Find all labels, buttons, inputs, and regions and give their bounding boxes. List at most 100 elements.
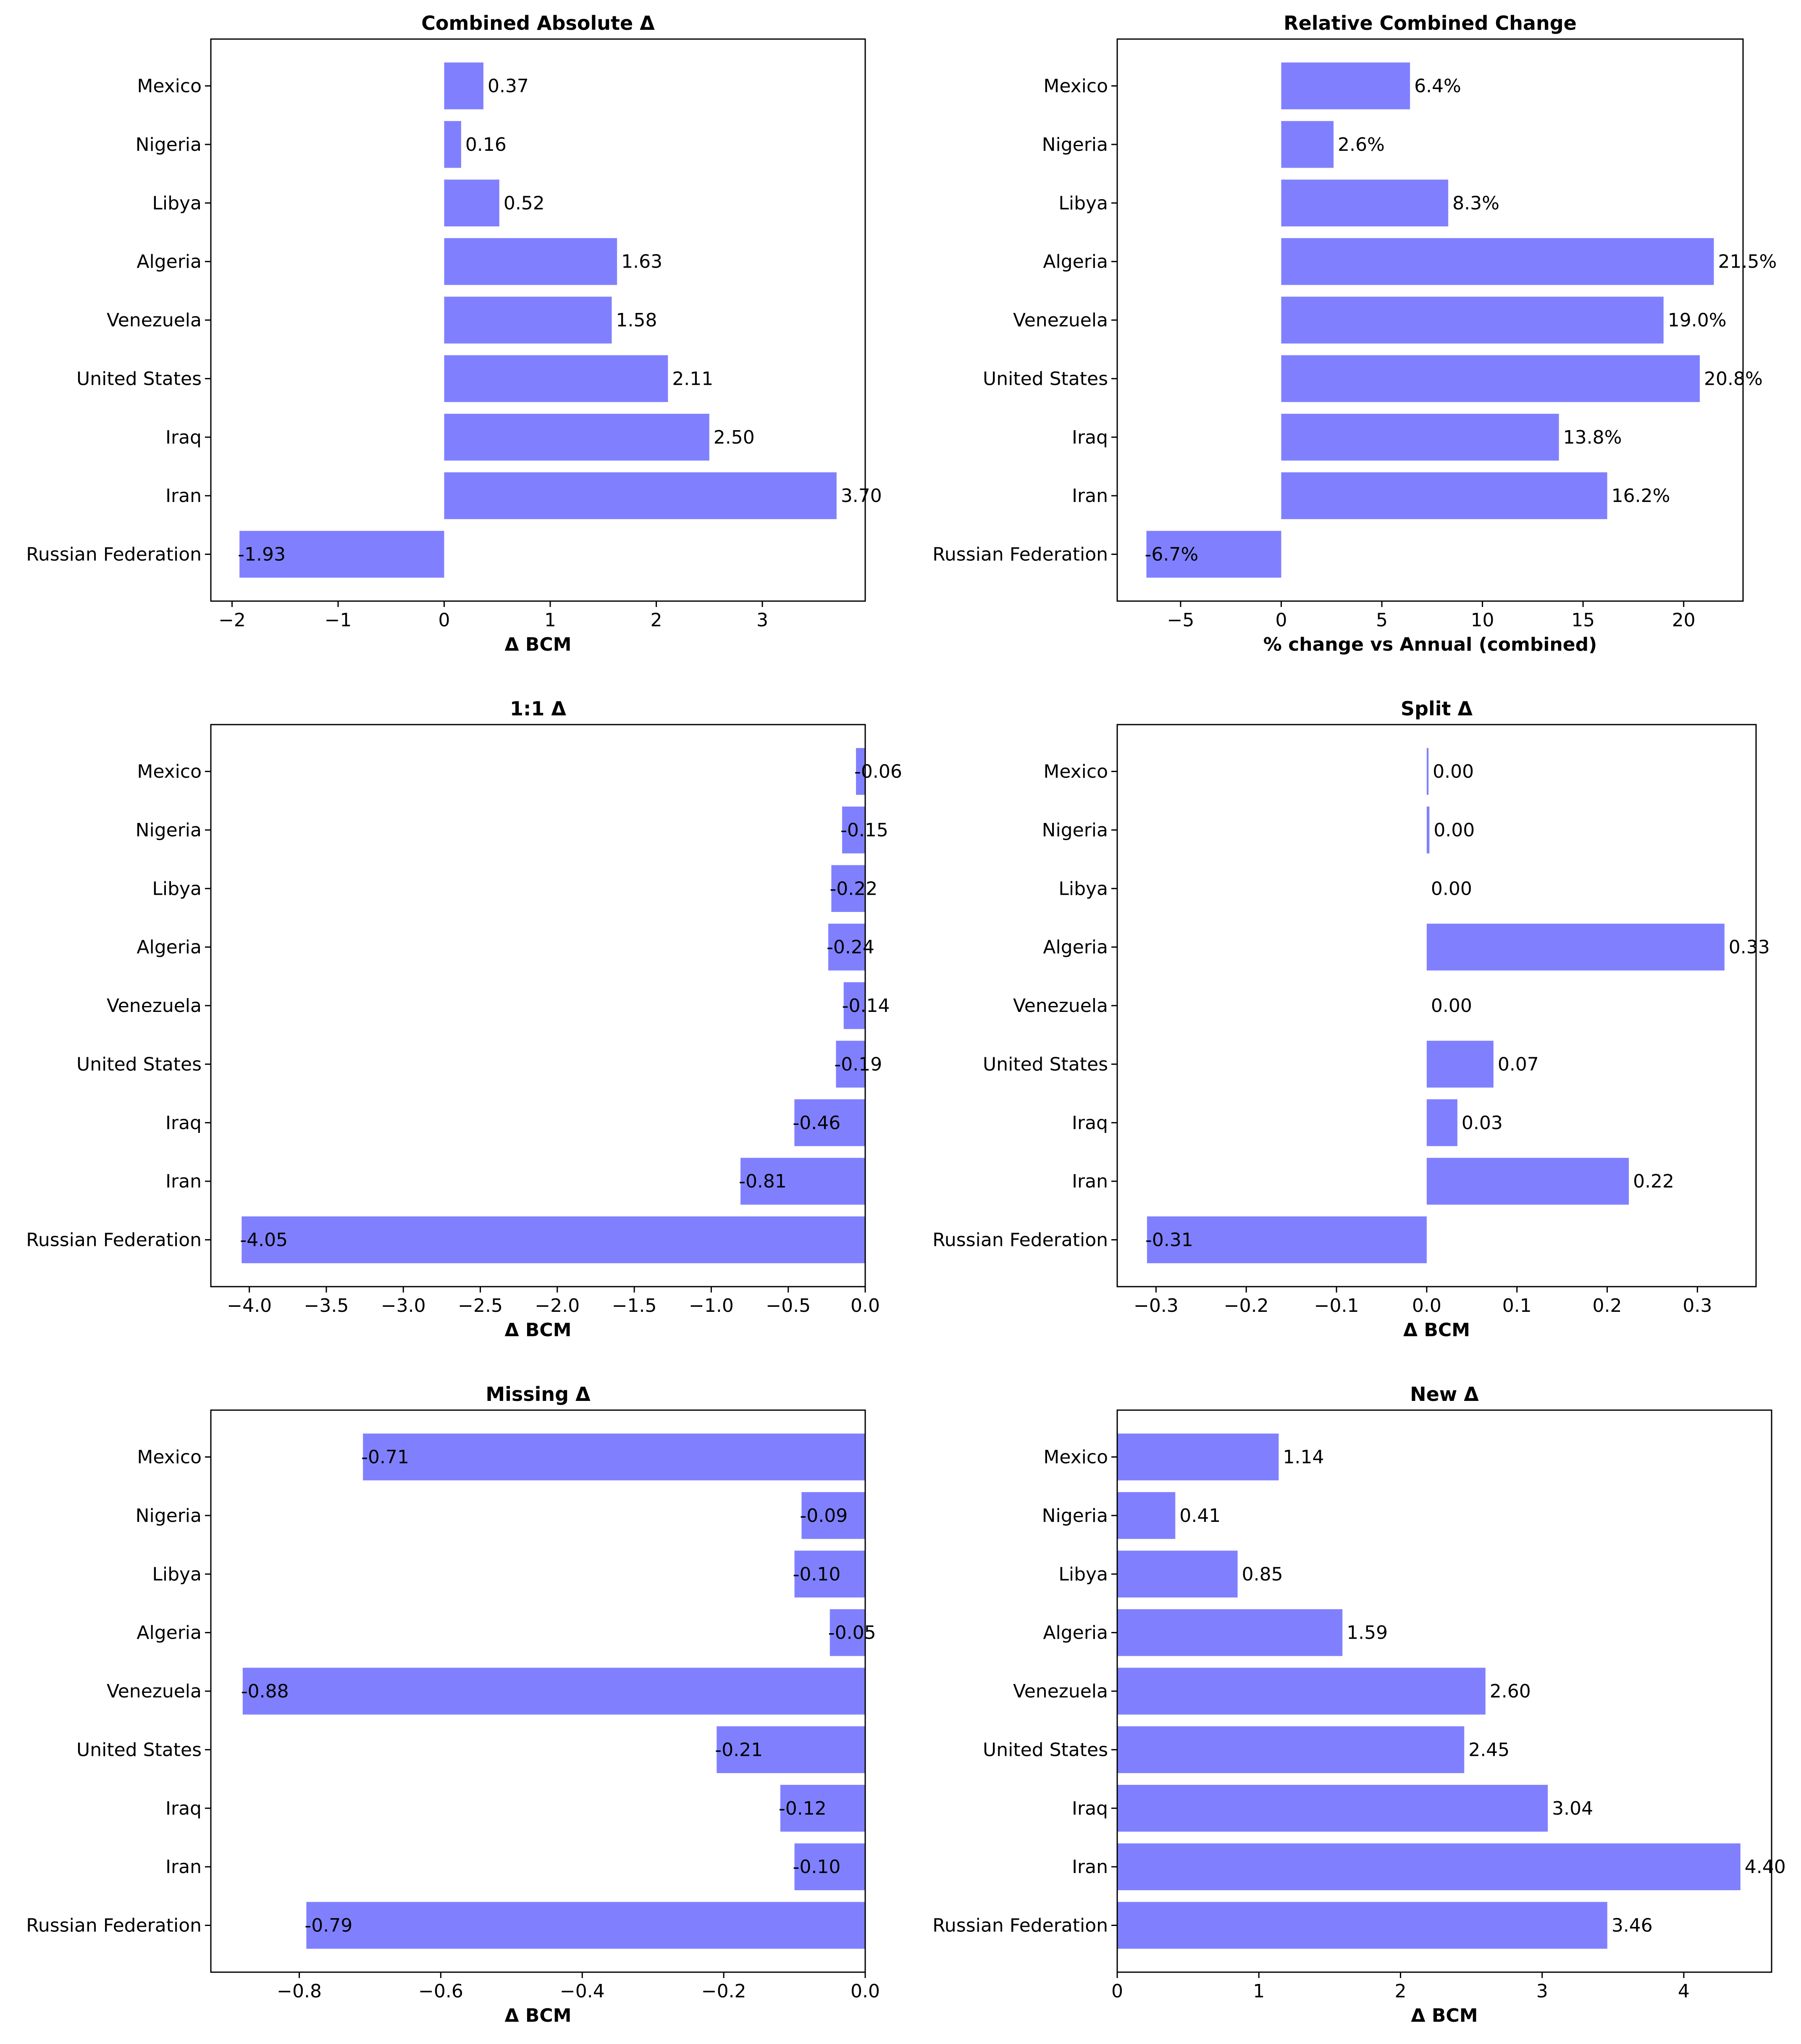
bar	[1426, 1040, 1494, 1088]
category-label: Libya	[1058, 1563, 1108, 1585]
chart-panel: New Δ 1.14 0.41 0.85 1.59 2.60 2.45 3.04 4.40 3.4…	[932, 1383, 1785, 2026]
data-label: -0.12	[779, 1798, 827, 1819]
category-label: Iraq	[165, 1112, 202, 1134]
x-tick-label: 5	[1376, 610, 1388, 631]
category-label: Iran	[1072, 1856, 1108, 1878]
category-label: Nigeria	[136, 820, 202, 841]
bar	[444, 238, 617, 285]
category-label: Russian Federation	[26, 1915, 202, 1936]
x-tick-label: −0.8	[277, 1981, 322, 2002]
bar	[836, 1040, 865, 1088]
data-label: -0.22	[830, 878, 877, 899]
category-label: Algeria	[137, 937, 202, 958]
data-label: -0.10	[793, 1563, 841, 1585]
x-tick-label: 0.0	[1412, 1295, 1441, 1316]
data-label: 19.0%	[1668, 310, 1727, 331]
category-label: Iraq	[1072, 1112, 1108, 1134]
data-label: -0.06	[854, 761, 902, 783]
bar	[1117, 1433, 1279, 1481]
data-label: -0.21	[715, 1739, 763, 1760]
x-tick-label: 0	[438, 610, 450, 631]
x-tick-label: −4.0	[227, 1295, 272, 1316]
data-label: 0.07	[1498, 1054, 1539, 1075]
category-label: Algeria	[1043, 937, 1108, 958]
x-tick-label: 3	[1536, 1981, 1548, 2002]
bar	[242, 1216, 865, 1264]
chart-title: 1:1 Δ	[510, 697, 566, 720]
data-label: 20.8%	[1704, 368, 1763, 389]
bar	[843, 982, 865, 1029]
data-label: 4.40	[1745, 1856, 1786, 1878]
category-label: Libya	[1058, 878, 1108, 899]
bar	[1117, 1550, 1238, 1597]
bar	[239, 531, 444, 578]
category-label: Mexico	[1043, 1447, 1108, 1468]
x-tick-label: −0.4	[560, 1981, 605, 2002]
bar	[828, 923, 865, 971]
bar	[1117, 1668, 1486, 1715]
data-label: -0.81	[739, 1171, 787, 1192]
category-label: Venezuela	[1013, 310, 1108, 331]
bar	[1147, 1216, 1427, 1264]
data-label: 0.16	[465, 134, 507, 155]
x-tick-label: −5	[1167, 610, 1194, 631]
x-tick-label: −2.0	[535, 1295, 580, 1316]
data-label: -0.09	[800, 1505, 848, 1526]
bar	[444, 355, 668, 402]
bar	[801, 1492, 865, 1539]
bar	[1426, 748, 1429, 795]
chart-title: Relative Combined Change	[1284, 12, 1577, 34]
category-label: Venezuela	[107, 310, 202, 331]
plot-frame	[1116, 38, 1744, 602]
bar	[1117, 1902, 1607, 1949]
x-tick-label: −0.3	[1134, 1295, 1179, 1316]
category-label: Iran	[1072, 1171, 1108, 1192]
data-label: -0.15	[840, 820, 888, 841]
x-tick-label: −2	[218, 610, 246, 631]
x-tick-label: 0.3	[1683, 1295, 1712, 1316]
bar	[1281, 238, 1714, 285]
chart-panel: 1:1 Δ -0.06 -0.15 -0.22 -0.24 -0.14 -0.19 -0.46…	[26, 697, 902, 1341]
bar	[1281, 179, 1449, 226]
x-tick-label: 2	[651, 610, 662, 631]
data-label: 21.5%	[1718, 251, 1777, 273]
category-label: Iran	[165, 485, 202, 507]
x-tick-label: −1.5	[612, 1295, 657, 1316]
x-tick-label: 3	[756, 610, 768, 631]
bar	[830, 1609, 865, 1656]
x-tick-label: −0.6	[418, 1981, 463, 2002]
chart-panel: Missing Δ -0.71 -0.09 -0.10 -0.05 -0.88 -0.21 -…	[26, 1383, 880, 2026]
category-label: Venezuela	[1013, 1681, 1108, 1702]
bar	[1426, 1099, 1457, 1146]
x-axis-label: Δ BCM	[505, 634, 572, 655]
data-label: 1.14	[1283, 1447, 1324, 1468]
data-label: -0.14	[842, 995, 890, 1017]
bar	[780, 1785, 865, 1832]
bar	[856, 748, 865, 795]
x-tick-label: 4	[1678, 1981, 1690, 2002]
x-axis-label: Δ BCM	[1411, 2005, 1478, 2026]
x-tick-label: −1.0	[689, 1295, 734, 1316]
bar	[794, 1843, 865, 1890]
category-label: Iran	[165, 1856, 202, 1878]
x-tick-label: 1	[544, 610, 556, 631]
data-label: 0.03	[1462, 1112, 1503, 1134]
chart-title: New Δ	[1410, 1383, 1479, 1406]
x-tick-label: 0	[1111, 1981, 1123, 2002]
bar	[1117, 1726, 1465, 1773]
data-label: 2.45	[1468, 1739, 1510, 1760]
data-label: 0.00	[1431, 995, 1472, 1017]
data-label: 3.04	[1552, 1798, 1593, 1819]
x-tick-label: −0.5	[766, 1295, 811, 1316]
data-label: 0.00	[1431, 878, 1472, 899]
category-label: United States	[76, 1054, 202, 1075]
data-label: -0.79	[305, 1915, 352, 1936]
x-tick-label: 10	[1471, 610, 1494, 631]
category-label: United States	[983, 1739, 1108, 1760]
x-tick-label: −2.5	[458, 1295, 503, 1316]
bar	[717, 1726, 865, 1773]
category-label: Russian Federation	[932, 1915, 1108, 1936]
category-label: Nigeria	[136, 1505, 202, 1526]
category-label: Libya	[1058, 192, 1108, 214]
bar	[444, 414, 709, 461]
